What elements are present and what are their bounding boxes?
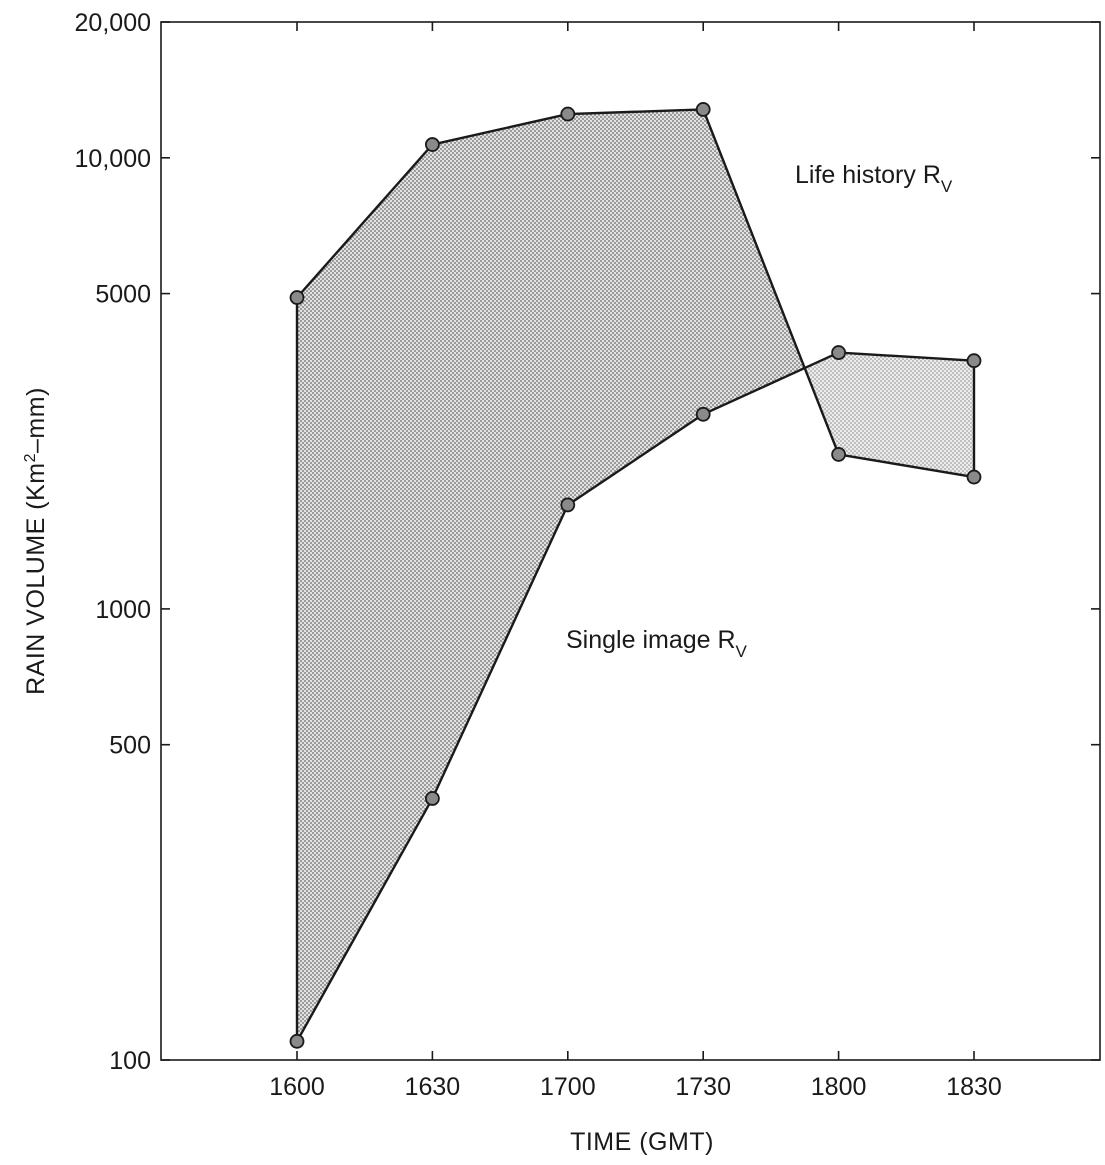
life-history-point [289,290,305,305]
x-tick-label: 1630 [405,1073,461,1101]
single-image-point [695,406,711,422]
single-image-point [289,1033,305,1049]
y-axis-title-unit: –mm) [22,387,50,453]
single-image-label-text: Single image R [566,626,736,654]
single-image-point [831,345,846,360]
life-history-line [296,108,975,479]
y-axis-title-superscript: 2 [22,453,39,462]
shaded-region-layer [297,109,974,1042]
single-image-label: Single image RV [566,626,748,661]
shaded-region-right [804,352,974,478]
marker-layer [289,102,982,1049]
tick-layer [161,21,1100,1061]
y-tick-labels: 100 500 1000 5000 10,000 20,000 [75,9,151,1075]
y-tick-label: 10,000 [75,145,151,173]
single-image-label-subscript: V [736,642,748,661]
life-history-label-text: Life history R [795,161,941,189]
single-image-point [424,791,440,806]
plot-frame [160,21,1101,1061]
life-history-point [831,447,846,462]
y-tick-label: 100 [109,1047,151,1075]
life-history-point [424,137,440,152]
y-tick-label: 5000 [95,281,151,309]
life-history-point [966,469,982,485]
life-history-point [560,106,576,122]
x-axis-title: TIME (GMT) [570,1128,714,1156]
y-axis-title: RAIN VOLUME (Km2–mm) [22,387,50,695]
y-tick-label: 1000 [95,596,151,624]
y-tick-label: 500 [109,732,151,760]
single-image-point [966,353,982,369]
x-tick-label: 1800 [811,1073,867,1101]
life-history-label: Life history RV [795,161,953,196]
single-image-point [560,497,576,513]
y-tick-label: 20,000 [75,9,151,37]
x-tick-labels: 1600 1630 1700 1730 1800 1830 [269,1073,1002,1101]
life-history-point [695,102,711,117]
x-tick-label: 1600 [269,1073,325,1101]
y-axis-title-main: RAIN VOLUME (Km [22,462,50,695]
x-tick-label: 1830 [946,1073,1002,1101]
x-tick-label: 1700 [540,1073,596,1101]
single-image-line [295,351,975,1042]
series-line-layer [295,108,976,1042]
shaded-region-left [297,109,805,1042]
x-tick-label: 1730 [675,1073,731,1101]
life-history-label-subscript: V [941,177,953,196]
